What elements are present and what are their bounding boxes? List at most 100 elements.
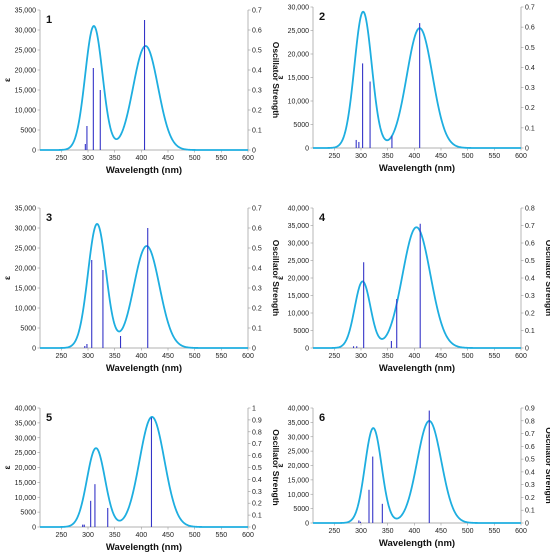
spectrum-panel-6: 250 300 350 400 450 500 550 6000500010,00015,00… [275,406,550,550]
spectrum-panel-2: 250 300 350 400 450 500 550 6000500010,00015,00… [275,5,535,175]
y-axis-title: ε [275,276,285,280]
absorption-curve [313,226,521,349]
x-tick-label: 550 [488,528,500,535]
x-tick-label: 250 [55,353,67,360]
y-tick-label: 35,000 [15,206,37,213]
y2-axis-title: Oscillator Strength [271,42,281,119]
y-tick-label: 15,000 [288,293,310,300]
y-tick-label: 15,000 [15,88,37,95]
x-tick-label: 250 [328,153,340,160]
x-tick-label: 550 [488,353,500,360]
y2-tick-label: 0.2 [525,105,535,112]
y2-tick-label: 0.1 [252,128,262,135]
y-tick-label: 0 [32,148,36,155]
y2-tick-label: 0.5 [252,48,262,55]
y2-tick-label: 0 [525,346,529,353]
x-tick-label: 450 [162,532,174,539]
y-tick-label: 15,000 [15,286,37,293]
y2-tick-label: 0.4 [252,266,262,273]
y2-tick-label: 0.8 [252,429,262,436]
y-tick-label: 5000 [20,510,36,517]
x-tick-label: 300 [82,155,94,162]
x-tick-label: 300 [355,153,367,160]
y-tick-label: 5000 [20,326,36,333]
y2-tick-label: 0.7 [252,441,262,448]
x-tick-label: 350 [109,155,121,162]
y2-tick-label: 0.9 [252,417,262,424]
y-tick-label: 10,000 [288,311,310,318]
y-tick-label: 15,000 [288,75,310,82]
y-tick-label: 20,000 [15,68,37,75]
y-tick-label: 25,000 [15,450,37,457]
y-tick-label: 10,000 [15,108,37,115]
x-tick-label: 450 [435,353,447,360]
spectrum-panel-4: 250 300 350 400 450 500 550 6000500010,00015,00… [275,206,550,375]
y2-tick-label: 0.7 [252,8,262,15]
x-tick-label: 550 [215,532,227,539]
x-tick-label: 400 [135,353,147,360]
x-tick-label: 250 [55,155,67,162]
y2-tick-label: 0.3 [525,482,535,489]
y-axis-title: ε [2,465,12,469]
y2-tick-label: 0.5 [252,465,262,472]
x-tick-label: 350 [109,353,121,360]
x-tick-label: 300 [82,353,94,360]
panel-label: 1 [46,14,52,26]
y-tick-label: 35,000 [15,8,37,15]
x-tick-label: 400 [408,153,420,160]
y-tick-label: 25,000 [288,258,310,265]
x-tick-label: 500 [462,153,474,160]
y2-tick-label: 0.6 [525,25,535,32]
y2-tick-label: 0.4 [525,276,535,283]
y-tick-label: 20,000 [288,276,310,283]
x-tick-label: 550 [215,155,227,162]
x-tick-label: 450 [435,153,447,160]
y2-tick-label: 0.3 [525,293,535,300]
y2-tick-label: 0.6 [252,453,262,460]
y-tick-label: 40,000 [15,406,37,413]
y-tick-label: 30,000 [15,28,37,35]
y2-tick-label: 0.9 [525,406,535,413]
y-tick-label: 10,000 [288,492,310,499]
panel-label: 3 [46,212,52,224]
absorption-curve [313,10,521,149]
y-tick-label: 30,000 [15,435,37,442]
x-tick-label: 600 [515,353,527,360]
spectrum-panel-5: 250 300 350 400 450 500 550 6000500010,00015,00… [2,406,281,552]
x-tick-label: 350 [382,153,394,160]
x-tick-label: 300 [82,532,94,539]
y2-tick-label: 0.4 [252,477,262,484]
absorption-curve [40,222,248,349]
y-tick-label: 40,000 [288,206,310,213]
y-tick-label: 15,000 [288,477,310,484]
x-tick-label: 600 [515,153,527,160]
y-tick-label: 30,000 [288,241,310,248]
y2-tick-label: 0.5 [525,457,535,464]
y2-tick-label: 0.4 [252,68,262,75]
y2-axis-title: Oscillator Strength [271,429,281,506]
y-tick-label: 0 [32,525,36,532]
y2-tick-label: 0.3 [525,85,535,92]
y2-tick-label: 0.5 [525,258,535,265]
y2-tick-label: 0.1 [525,125,535,132]
y-tick-label: 40,000 [288,406,310,413]
y-tick-label: 0 [305,346,309,353]
x-tick-label: 450 [162,353,174,360]
absorption-curve [313,420,521,524]
x-tick-label: 350 [109,532,121,539]
x-tick-label: 500 [189,532,201,539]
x-tick-label: 250 [328,528,340,535]
x-axis-title: Wavelength (nm) [379,163,455,174]
x-axis-title: Wavelength (nm) [106,542,182,552]
y-tick-label: 0 [305,521,309,528]
x-axis-title: Wavelength (nm) [379,538,455,549]
y-tick-label: 25,000 [288,28,310,35]
y2-tick-label: 0 [525,521,529,528]
y2-tick-label: 0 [252,525,256,532]
y2-axis-title: Oscillator Strength [271,240,281,317]
x-tick-label: 400 [408,528,420,535]
y-tick-label: 10,000 [15,306,37,313]
y-tick-label: 0 [305,146,309,153]
y-tick-label: 15,000 [15,480,37,487]
y2-tick-label: 0.4 [525,469,535,476]
